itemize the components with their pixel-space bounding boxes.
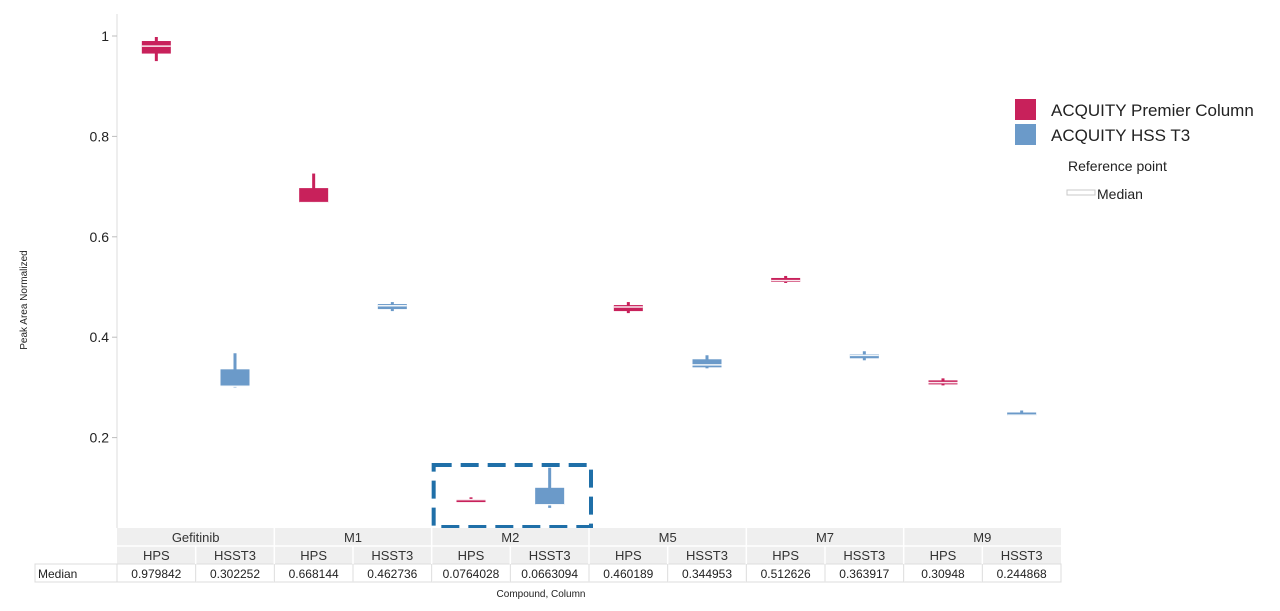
compound-header-m9: M9	[973, 530, 991, 545]
y-axis-title: Peak Area Normalized	[19, 250, 30, 350]
median-value-m2-hsst3: 0.0663094	[521, 567, 578, 581]
column-header-hps: HPS	[300, 548, 327, 563]
y-tick-label: 0.8	[90, 128, 110, 144]
median-value-m2-hps: 0.0764028	[443, 567, 500, 581]
box-m1-hsst3	[377, 302, 407, 312]
box-body	[141, 41, 171, 54]
y-tick-label: 0.6	[90, 229, 110, 245]
column-header-hsst3: HSST3	[1001, 548, 1043, 563]
legend-label-acquity-premier-column: ACQUITY Premier Column	[1051, 101, 1254, 120]
median-value-m1-hps: 0.668144	[289, 567, 339, 581]
median-value-m9-hsst3: 0.244868	[997, 567, 1047, 581]
median-value-m5-hsst3: 0.344953	[682, 567, 732, 581]
reference-title: Reference point	[1068, 158, 1167, 174]
column-header-hsst3: HSST3	[371, 548, 413, 563]
column-header-hsst3: HSST3	[214, 548, 256, 563]
box-gefitinib-hsst3	[220, 353, 250, 388]
reference-label: Median	[1097, 186, 1143, 202]
table-value-row-bg	[34, 563, 1062, 583]
compound-header-m7: M7	[816, 530, 834, 545]
legend-label-acquity-hss-t3: ACQUITY HSS T3	[1051, 126, 1190, 145]
box-m5-hsst3	[692, 355, 722, 369]
highlight-layer	[431, 463, 593, 529]
box-body	[692, 359, 722, 368]
median-value-m9-hps: 0.30948	[921, 567, 965, 581]
y-tick-label: 1	[101, 28, 109, 44]
compound-header-m2: M2	[501, 530, 519, 545]
box-gefitinib-hps	[141, 37, 171, 62]
box-body	[613, 305, 643, 312]
column-header-hps: HPS	[615, 548, 642, 563]
box-m9-hsst3	[1007, 410, 1037, 416]
column-header-hps: HPS	[143, 548, 170, 563]
y-tick-label: 0.2	[90, 430, 110, 446]
median-value-gefitinib-hps: 0.979842	[131, 567, 181, 581]
box-m2-hps	[456, 497, 486, 503]
box-body	[1007, 412, 1037, 416]
y-tick-label: 0.4	[90, 329, 110, 345]
y-axis: 0.2 0.4 0.6 0.8 1	[90, 14, 118, 528]
box-m2-hsst3	[535, 467, 565, 508]
box-body	[849, 354, 879, 359]
legend: ACQUITY Premier Column ACQUITY HSS T3 Refe…	[1015, 99, 1254, 202]
box-body	[535, 487, 565, 505]
compound-header-m1: M1	[344, 530, 362, 545]
table-row-label: Median	[38, 567, 77, 581]
column-header-hsst3: HSST3	[843, 548, 885, 563]
box-m7-hps	[771, 275, 801, 283]
compound-header-gefitinib: Gefitinib	[172, 530, 220, 545]
box-body	[220, 369, 250, 387]
median-value-m7-hps: 0.512626	[761, 567, 811, 581]
column-header-hsst3: HSST3	[686, 548, 728, 563]
box-body	[299, 188, 329, 203]
box-body	[456, 499, 486, 503]
column-header-hps: HPS	[930, 548, 957, 563]
legend-swatch-acquity-premier-column	[1015, 99, 1036, 120]
legend-swatch-acquity-hss-t3	[1015, 124, 1036, 145]
x-axis-title: Compound, Column	[497, 589, 586, 600]
boxes-layer	[141, 37, 1037, 508]
median-table: MedianGefitinibHPS0.979842HSST30.302252M…	[34, 528, 1062, 583]
column-header-hps: HPS	[772, 548, 799, 563]
column-header-hps: HPS	[458, 548, 485, 563]
median-value-m7-hsst3: 0.363917	[839, 567, 889, 581]
box-m7-hsst3	[849, 351, 879, 361]
box-m1-hps	[299, 173, 329, 204]
highlight-box	[431, 463, 593, 529]
box-body	[377, 304, 407, 310]
median-value-m1-hsst3: 0.462736	[367, 567, 417, 581]
compound-header-m5: M5	[659, 530, 677, 545]
median-value-gefitinib-hsst3: 0.302252	[210, 567, 260, 581]
column-header-hsst3: HSST3	[529, 548, 571, 563]
reference-swatch	[1066, 189, 1096, 196]
box-m5-hps	[613, 302, 643, 314]
median-value-m5-hps: 0.460189	[603, 567, 653, 581]
box-m9-hps	[928, 378, 958, 386]
